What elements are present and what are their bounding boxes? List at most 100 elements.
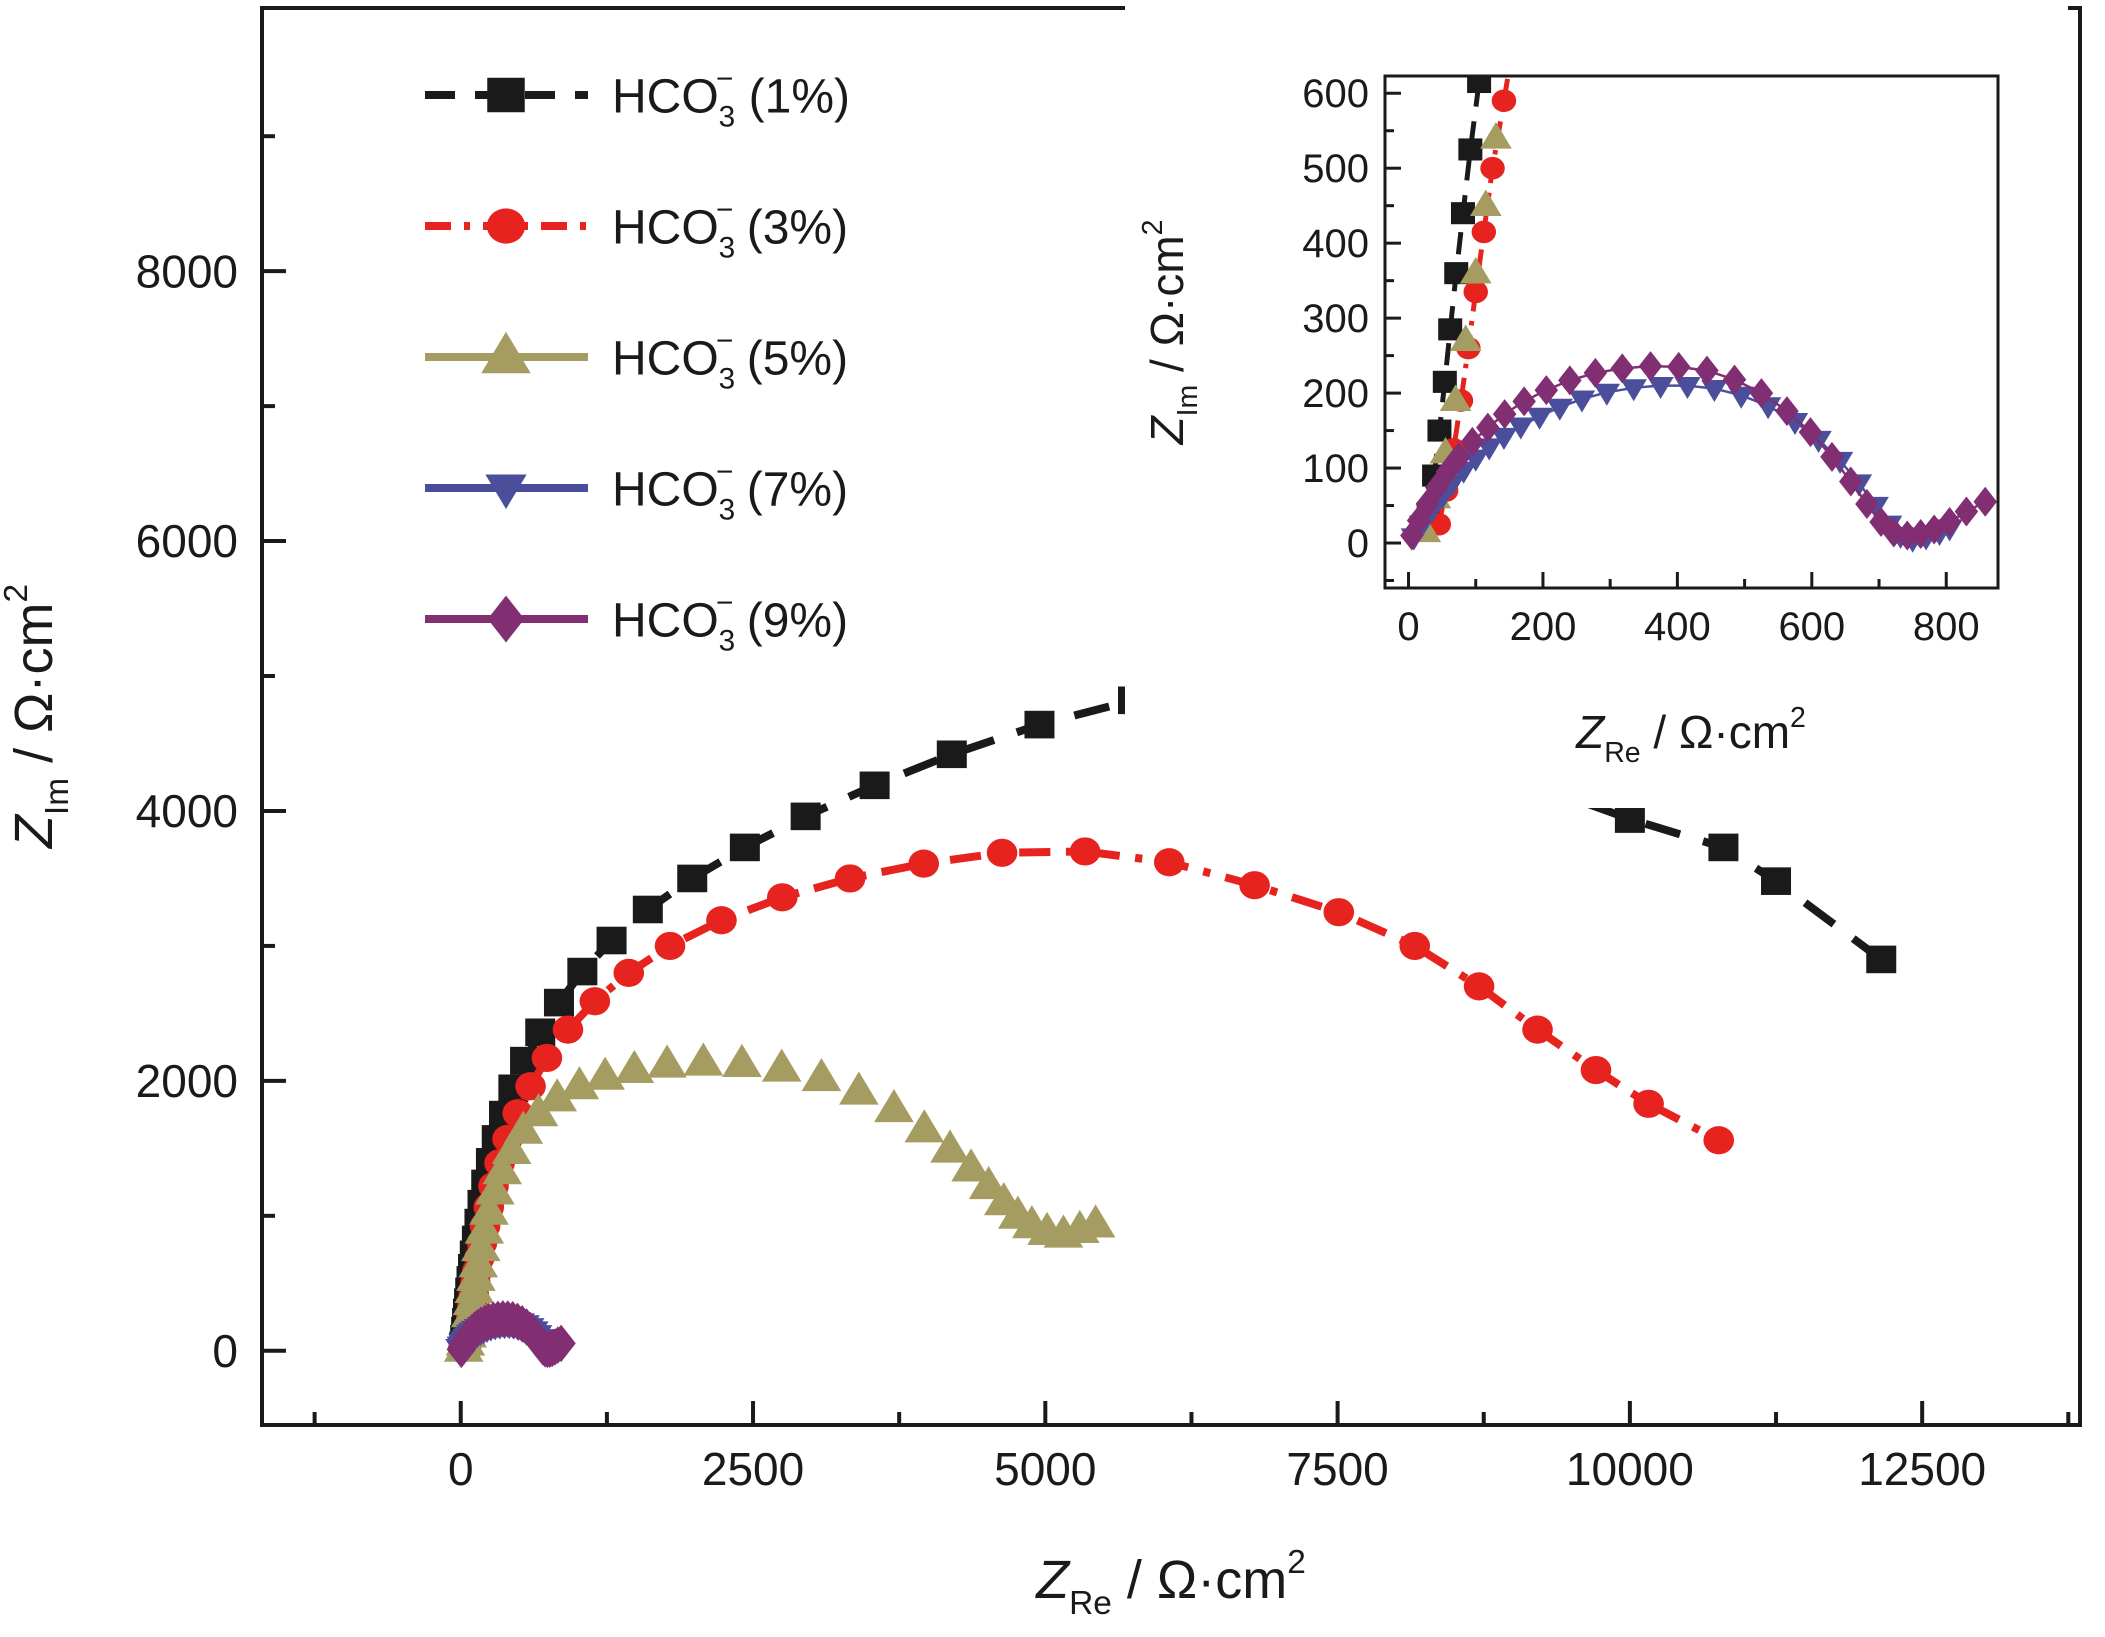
inset-background xyxy=(1125,6,2068,808)
diamond-marker-icon xyxy=(1937,507,1962,538)
triangle-up-marker-icon xyxy=(761,1048,802,1082)
diamond-marker-icon xyxy=(1775,396,1799,427)
inset-plot-frame xyxy=(1383,74,2000,590)
inset-y-tick-label: 600 xyxy=(1302,72,1369,116)
diamond-marker-icon xyxy=(1534,375,1559,406)
inset-y-tick-label: 100 xyxy=(1302,447,1369,491)
square-marker-icon xyxy=(1432,370,1457,393)
square-marker-icon xyxy=(729,833,760,862)
triangle-up-marker-icon xyxy=(585,1056,625,1090)
diamond-marker-icon xyxy=(1749,378,1774,409)
diamond-marker-icon xyxy=(1666,351,1691,382)
main-y-tick-label: 0 xyxy=(212,1325,238,1377)
diamond-marker-icon xyxy=(546,1324,576,1363)
circle-marker-icon xyxy=(1580,1055,1612,1085)
triangle-up-marker-icon xyxy=(1449,324,1482,351)
inset-y-tick-label: 300 xyxy=(1302,297,1369,341)
axis-or-label-text: HCO3− (1%) xyxy=(612,62,850,133)
inset-x-tick-label: 200 xyxy=(1510,605,1577,649)
diamond-marker-icon xyxy=(1798,417,1823,448)
diamond-marker-icon xyxy=(1820,441,1844,472)
circle-marker-icon xyxy=(706,906,737,935)
circle-marker-icon xyxy=(579,987,611,1016)
legend-item-hco3_7: HCO3− (7%) xyxy=(425,455,848,527)
diamond-marker-icon xyxy=(1583,357,1608,388)
triangle-down-marker-icon xyxy=(1507,417,1534,440)
axis-or-label-text: ZIm / Ω·cm2 xyxy=(0,584,76,850)
main-y-tick-label: 4000 xyxy=(136,785,238,837)
diamond-marker-icon xyxy=(1610,353,1635,384)
circle-marker-icon xyxy=(1463,972,1495,1001)
circle-marker-icon xyxy=(1703,1126,1735,1155)
square-marker-icon xyxy=(1450,202,1475,225)
circle-marker-icon xyxy=(1239,871,1270,900)
inset-y-tick-label: 500 xyxy=(1302,147,1369,191)
axis-or-label-text: HCO3− (7%) xyxy=(612,455,848,526)
triangle-up-marker-icon xyxy=(461,1228,501,1262)
circle-marker-icon xyxy=(908,849,940,878)
square-marker-icon xyxy=(1427,419,1452,442)
square-marker-icon xyxy=(543,988,574,1017)
triangle-down-marker-icon xyxy=(1546,398,1573,421)
triangle-up-marker-icon xyxy=(904,1109,945,1143)
legend-item-hco3_5: HCO3− (5%) xyxy=(425,324,848,396)
axis-or-label-text: ZRe / Ω·cm2 xyxy=(1575,702,1806,769)
triangle-up-marker-icon xyxy=(874,1089,914,1123)
inset-y-tick-label: 200 xyxy=(1302,372,1369,416)
diamond-marker-icon xyxy=(1447,441,1471,472)
square-marker-icon xyxy=(632,895,663,924)
main-y-tick-label: 2000 xyxy=(136,1055,238,1107)
diamond-marker-icon xyxy=(1855,489,1879,520)
inset-y-tick-label: 400 xyxy=(1302,222,1369,266)
square-marker-icon xyxy=(487,77,525,113)
main-series-hco3_9 xyxy=(446,1300,576,1369)
triangle-up-marker-icon xyxy=(469,1191,509,1225)
main-y-tick-label: 6000 xyxy=(136,515,238,567)
square-marker-icon xyxy=(1866,945,1897,974)
square-marker-icon xyxy=(677,864,708,893)
triangle-up-marker-icon xyxy=(464,1210,505,1244)
inset-y-tick-label: 0 xyxy=(1347,522,1369,566)
square-marker-icon xyxy=(567,957,598,986)
main-ticks xyxy=(262,134,2071,1425)
main-x-tick-label: 5000 xyxy=(994,1443,1096,1495)
triangle-up-marker-icon xyxy=(481,331,531,374)
diamond-marker-icon xyxy=(1895,520,1920,551)
circle-marker-icon xyxy=(1323,898,1355,927)
square-marker-icon xyxy=(525,1018,556,1047)
circle-marker-icon xyxy=(515,1072,546,1101)
diamond-marker-icon xyxy=(1973,486,1997,517)
diamond-marker-icon xyxy=(1512,386,1536,417)
triangle-up-marker-icon xyxy=(559,1066,600,1100)
inset-x-tick-label: 800 xyxy=(1913,605,1980,649)
triangle-up-marker-icon xyxy=(930,1129,970,1163)
circle-marker-icon xyxy=(986,838,1018,867)
square-marker-icon xyxy=(790,802,821,831)
circle-marker-icon xyxy=(531,1043,563,1073)
triangle-down-marker-icon xyxy=(1674,376,1701,400)
square-marker-icon xyxy=(1614,805,1645,833)
square-marker-icon xyxy=(1024,710,1055,739)
triangle-up-marker-icon xyxy=(614,1049,655,1084)
inset-plot: 0 200 400 600 800 0 100 200 300 400 500 600 ZRe / Ω·… xyxy=(1125,6,2068,808)
diamond-marker-icon xyxy=(1558,365,1582,396)
main-line-hco3_3 xyxy=(462,847,1721,1349)
triangle-up-marker-icon xyxy=(683,1042,724,1076)
square-marker-icon xyxy=(936,740,967,769)
triangle-up-marker-icon xyxy=(722,1043,762,1077)
main-y-tick-label: 8000 xyxy=(136,245,238,297)
triangle-down-marker-icon xyxy=(1568,390,1596,413)
triangle-up-marker-icon xyxy=(1075,1204,1116,1238)
triangle-up-marker-icon xyxy=(951,1148,991,1182)
axis-or-label-text: ZIm / Ω·cm2 xyxy=(1137,219,1204,445)
diamond-marker-icon xyxy=(1460,426,1485,457)
main-x-tick-label: 0 xyxy=(448,1443,474,1495)
triangle-down-marker-icon xyxy=(1620,379,1647,402)
diamond-marker-icon xyxy=(1695,355,1719,386)
legend-item-hco3_1: HCO3− (1%) xyxy=(425,62,850,134)
diamond-marker-icon xyxy=(1476,412,1500,443)
triangle-up-marker-icon xyxy=(1439,384,1472,411)
triangle-up-marker-icon xyxy=(537,1078,578,1112)
circle-marker-icon xyxy=(1480,156,1505,180)
